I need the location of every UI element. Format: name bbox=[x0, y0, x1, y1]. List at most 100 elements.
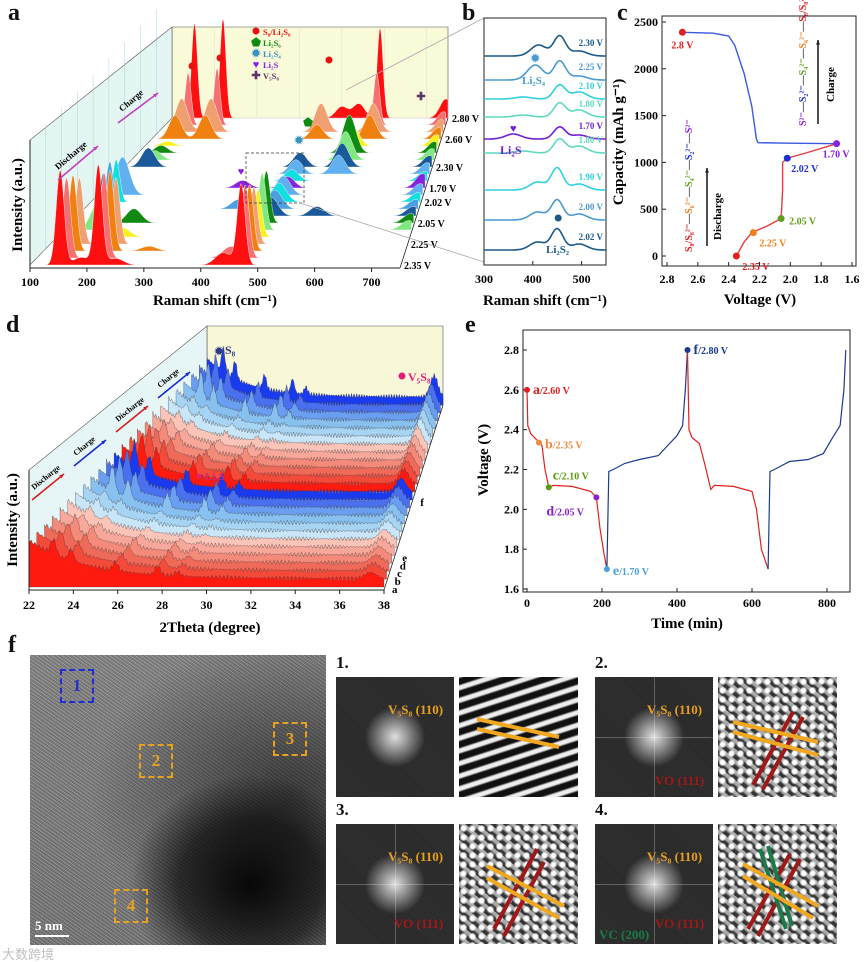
panel-e-point-label: b/2.35 V bbox=[545, 438, 583, 453]
panel-d-pattern bbox=[67, 498, 397, 548]
panel-b-trace-label: 2.25 V bbox=[579, 62, 604, 72]
panel-b-trace bbox=[484, 60, 606, 81]
panel-d-pattern bbox=[175, 388, 433, 437]
panel-e-xtick-label: 400 bbox=[668, 596, 686, 610]
panel-d-pattern bbox=[106, 450, 410, 509]
panel-c-ytick-label: 2000 bbox=[634, 62, 658, 76]
lattice-fringe-line bbox=[761, 716, 805, 790]
panel-c-charge-chain-species: S₂²⁻ bbox=[798, 85, 809, 102]
panel-b-xlabel: Raman shift (cm⁻¹) bbox=[483, 293, 607, 309]
panel-a-xtick-label: 300 bbox=[135, 275, 153, 289]
panel-e-point-letter: b bbox=[545, 438, 553, 453]
fft-crosshair bbox=[336, 884, 454, 885]
panel-b-trace bbox=[484, 34, 606, 57]
panel-a-depth-label: 2.05 V bbox=[418, 219, 446, 230]
panel-a-peak-marker: ✚ bbox=[416, 91, 425, 103]
panel-c-discharge-chain-species: S₄²⁻ bbox=[684, 170, 695, 187]
panel-e-point-value: /2.60 V bbox=[539, 386, 571, 397]
panel-c-charge-chain-species: S₈/S₈²⁻ bbox=[798, 0, 809, 22]
panel-a-spectrum bbox=[111, 169, 428, 182]
panel-b-trace bbox=[484, 83, 606, 100]
tem-image: 1 2 3 4 5 nm bbox=[30, 655, 326, 945]
fft-pattern: V₅S₈ (110) bbox=[336, 677, 454, 797]
panel-a-ylabel: Intensity (a.u.) bbox=[10, 158, 26, 252]
panel-c-discharge-chain-species: — bbox=[684, 186, 695, 198]
panel-d-pattern bbox=[83, 483, 403, 532]
panel-d-s8-label: S₈ bbox=[225, 343, 236, 357]
panel-c-discharge-label: Discharge bbox=[712, 193, 724, 240]
panel-a-peak-marker bbox=[325, 56, 333, 64]
panel-label-b: b bbox=[462, 0, 476, 26]
panel-c-charge-chain-species: S²⁻ bbox=[798, 112, 809, 126]
panel-c-point bbox=[777, 215, 785, 223]
panel-label-a: a bbox=[8, 0, 20, 26]
panel-d-xtick-label: 24 bbox=[67, 598, 79, 612]
panel-d-pattern bbox=[168, 396, 431, 445]
region-2-box: 2 bbox=[139, 744, 173, 778]
panel-e-point-letter: a bbox=[533, 383, 540, 398]
panel-a-depth-label: 2.25 V bbox=[411, 240, 439, 251]
panel-d-pattern bbox=[121, 435, 415, 493]
panel-d-xtick-label: 26 bbox=[112, 598, 124, 612]
panel-a-depth-label: 2.02 V bbox=[425, 198, 453, 209]
panel-d-pattern bbox=[52, 513, 392, 564]
fft-spot-label: V₅S₈ (110) bbox=[388, 702, 444, 717]
panel-a-legend-label: Li₂S bbox=[263, 60, 279, 70]
panel-d-pattern bbox=[28, 538, 385, 588]
panel-a-xlabel: Raman shift (cm⁻¹) bbox=[153, 293, 277, 309]
panel-d-pattern bbox=[44, 523, 390, 572]
lattice-fringe-line bbox=[751, 711, 795, 786]
panel-d-arrow bbox=[31, 473, 65, 501]
lattice-fringe-overlay bbox=[741, 845, 819, 937]
panel-a-legend-marker: ✹ bbox=[250, 48, 261, 60]
panel-e-xtick-label: 800 bbox=[818, 596, 836, 610]
lattice-fringe-line bbox=[492, 848, 539, 930]
panel-c-discharge-chain-species: S²⁻ bbox=[684, 119, 695, 133]
fft-spot-label: V₅S₈ (110) bbox=[647, 849, 703, 864]
panel-e-point bbox=[536, 439, 542, 446]
panel-e-point-letter: d bbox=[546, 504, 554, 519]
panel-e-point-letter: e bbox=[613, 564, 619, 579]
fft-pattern: V₅S₈ (110) VO (111) bbox=[595, 677, 713, 797]
panel-a-legend-marker bbox=[252, 27, 260, 35]
panel-e-curve bbox=[767, 349, 847, 570]
panel-a-peak-marker: ✹ bbox=[293, 135, 304, 147]
panel-d-depth-axis bbox=[383, 404, 444, 591]
panel-e-point-label: c/2.10 V bbox=[553, 468, 590, 483]
panel-d-li2s-marker: ♥ bbox=[196, 471, 203, 483]
panel-label-d: d bbox=[6, 312, 20, 338]
fft-crosshair bbox=[654, 824, 655, 944]
panel-e-ytick-label: 2.8 bbox=[504, 343, 519, 357]
panel-a-legend-marker: ♥ bbox=[253, 59, 260, 71]
panel-b-xtick-label: 300 bbox=[475, 272, 493, 286]
panel-c-charge-chain: S²⁻—S₂²⁻—S₄²⁻—S₆²⁻—S₈/S₈²⁻ bbox=[798, 0, 809, 126]
panel-d-xtick-label: 30 bbox=[201, 598, 213, 612]
subpanel-number: 2. bbox=[595, 653, 608, 672]
panel-c-discharge-chain-species: — bbox=[684, 213, 695, 225]
lattice-fringe-line bbox=[486, 876, 560, 920]
panel-e-point-letter: f bbox=[694, 343, 699, 358]
panel-d-pattern bbox=[183, 370, 436, 429]
panel-c-discharge-chain-species: — bbox=[684, 132, 695, 144]
panel-d-xtick-label: 36 bbox=[334, 598, 346, 612]
fft-pattern: V₅S₈ (110) VO (111) bbox=[336, 824, 454, 944]
panel-a-discharge-arrow bbox=[57, 145, 99, 181]
panel-a-xtick-label: 400 bbox=[192, 275, 210, 289]
panel-e-frame bbox=[522, 329, 851, 593]
panel-a-spectrum bbox=[117, 154, 430, 175]
panel-a-depth-label: 1.70 V bbox=[429, 184, 457, 195]
lattice-fringe-overlay bbox=[732, 711, 819, 790]
panel-b-li2s2-marker bbox=[554, 214, 562, 222]
panel-d-pattern bbox=[160, 405, 428, 453]
lattice-fringe-line bbox=[758, 848, 788, 930]
panel-a-charge-arrow-head bbox=[153, 93, 158, 98]
panel-e-point-value: /2.35 V bbox=[552, 441, 584, 452]
panel-d-v5s8-label: V₅S₈ bbox=[408, 370, 431, 384]
panel-c-charge-curve bbox=[682, 31, 837, 145]
panel-b-trace bbox=[484, 125, 606, 140]
scale-bar-label: 5 nm bbox=[35, 918, 63, 933]
panel-c-ytick-label: 1000 bbox=[634, 155, 658, 169]
panel-d-row-label: a bbox=[392, 584, 398, 596]
panel-c-charge-chain-species: S₆²⁻ bbox=[798, 32, 809, 49]
